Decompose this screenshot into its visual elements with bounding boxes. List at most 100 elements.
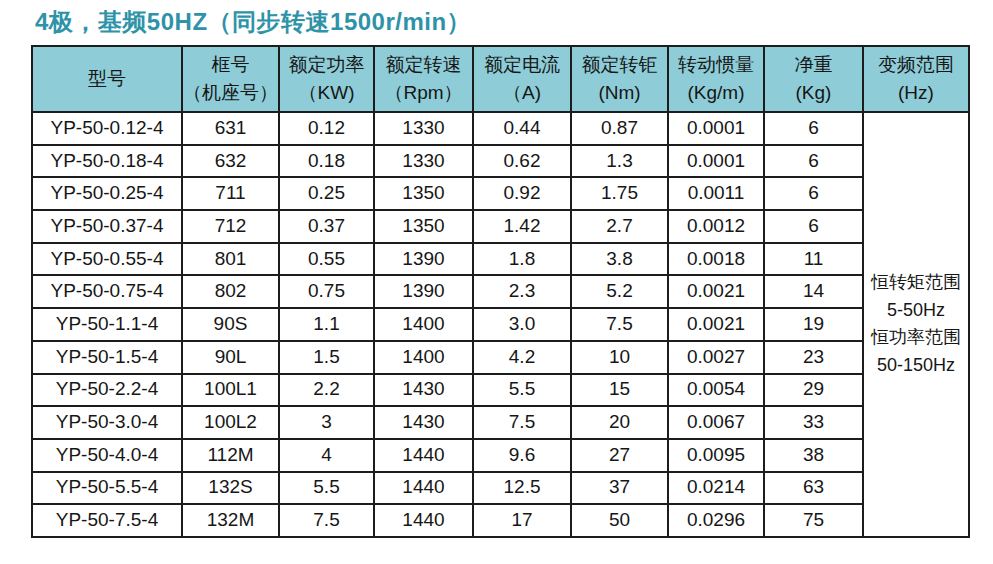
column-header-line: (Nm) — [572, 79, 667, 107]
rated-speed-cell: 1390 — [374, 243, 473, 276]
rated-power-cell: 0.12 — [279, 112, 374, 145]
rated-speed-cell: 1330 — [374, 145, 473, 178]
table-row: YP-50-0.25-47110.2513500.921.750.00116 — [32, 177, 969, 210]
frame-cell: 802 — [182, 275, 279, 308]
column-header: 变频范围(Hz) — [863, 46, 969, 112]
rated-speed-cell: 1430 — [374, 406, 473, 439]
inertia-cell: 0.0018 — [668, 243, 764, 276]
rated-power-cell: 4 — [279, 439, 374, 472]
rated-speed-cell: 1350 — [374, 177, 473, 210]
rated-torque-cell: 50 — [571, 504, 668, 537]
net-weight-cell: 23 — [764, 341, 863, 374]
column-header-line: 额定电流 — [474, 51, 570, 79]
page-title: 4极，基频50HZ（同步转速1500r/min） — [35, 6, 471, 38]
rated-power-cell: 2.2 — [279, 374, 374, 407]
rated-torque-cell: 7.5 — [571, 308, 668, 341]
rated-current-cell: 17 — [473, 504, 571, 537]
rated-speed-cell: 1430 — [374, 374, 473, 407]
column-header-line: 额定转钜 — [572, 51, 667, 79]
column-header: 框号（机座号） — [182, 46, 279, 112]
rated-power-cell: 1.5 — [279, 341, 374, 374]
column-header: 额定转速（Rpm） — [374, 46, 473, 112]
motor-spec-sheet: 4极，基频50HZ（同步转速1500r/min） 型号框号（机座号）额定功率（K… — [0, 0, 993, 564]
net-weight-cell: 75 — [764, 504, 863, 537]
column-header-line: 框号 — [183, 51, 278, 79]
column-header-line: 变频范围 — [864, 51, 968, 79]
model-cell: YP-50-0.18-4 — [32, 145, 182, 178]
table-row: YP-50-0.37-47120.3713501.422.70.00126 — [32, 210, 969, 243]
rated-torque-cell: 15 — [571, 374, 668, 407]
rated-power-cell: 0.37 — [279, 210, 374, 243]
inertia-cell: 0.0021 — [668, 308, 764, 341]
rated-power-cell: 7.5 — [279, 504, 374, 537]
rated-power-cell: 1.1 — [279, 308, 374, 341]
model-cell: YP-50-0.75-4 — [32, 275, 182, 308]
rated-torque-cell: 1.75 — [571, 177, 668, 210]
net-weight-cell: 38 — [764, 439, 863, 472]
net-weight-cell: 33 — [764, 406, 863, 439]
column-header-line: 转动惯量 — [669, 51, 763, 79]
inertia-cell: 0.0001 — [668, 145, 764, 178]
frequency-range-cell: 恒转矩范围5-50Hz恒功率范围50-150Hz — [863, 112, 969, 537]
inertia-cell: 0.0054 — [668, 374, 764, 407]
rated-torque-cell: 27 — [571, 439, 668, 472]
frame-cell: 90S — [182, 308, 279, 341]
model-cell: YP-50-0.37-4 — [32, 210, 182, 243]
net-weight-cell: 29 — [764, 374, 863, 407]
column-header: 转动惯量(Kg/m) — [668, 46, 764, 112]
table-row: YP-50-4.0-4112M414409.6270.009538 — [32, 439, 969, 472]
table-row: YP-50-3.0-4100L2314307.5200.006733 — [32, 406, 969, 439]
rated-current-cell: 0.44 — [473, 112, 571, 145]
model-cell: YP-50-5.5-4 — [32, 472, 182, 505]
model-cell: YP-50-1.1-4 — [32, 308, 182, 341]
model-cell: YP-50-1.5-4 — [32, 341, 182, 374]
model-cell: YP-50-7.5-4 — [32, 504, 182, 537]
net-weight-cell: 6 — [764, 210, 863, 243]
rated-torque-cell: 2.7 — [571, 210, 668, 243]
column-header-line: （A) — [474, 79, 570, 107]
rated-current-cell: 9.6 — [473, 439, 571, 472]
frame-cell: 632 — [182, 145, 279, 178]
rated-current-cell: 12.5 — [473, 472, 571, 505]
frame-cell: 801 — [182, 243, 279, 276]
inertia-cell: 0.0214 — [668, 472, 764, 505]
rated-torque-cell: 0.87 — [571, 112, 668, 145]
model-cell: YP-50-2.2-4 — [32, 374, 182, 407]
column-header: 额定电流（A) — [473, 46, 571, 112]
column-header: 型号 — [32, 46, 182, 112]
rated-current-cell: 1.42 — [473, 210, 571, 243]
inertia-cell: 0.0067 — [668, 406, 764, 439]
net-weight-cell: 6 — [764, 177, 863, 210]
frame-cell: 112M — [182, 439, 279, 472]
rated-speed-cell: 1330 — [374, 112, 473, 145]
rated-power-cell: 0.55 — [279, 243, 374, 276]
rated-current-cell: 5.5 — [473, 374, 571, 407]
frame-cell: 100L2 — [182, 406, 279, 439]
table-row: YP-50-1.1-490S1.114003.07.50.002119 — [32, 308, 969, 341]
inertia-cell: 0.0095 — [668, 439, 764, 472]
column-header: 额定功率（KW) — [279, 46, 374, 112]
net-weight-cell: 19 — [764, 308, 863, 341]
table-row: YP-50-0.75-48020.7513902.35.20.002114 — [32, 275, 969, 308]
net-weight-cell: 6 — [764, 112, 863, 145]
rated-speed-cell: 1440 — [374, 472, 473, 505]
rated-speed-cell: 1390 — [374, 275, 473, 308]
rated-current-cell: 0.92 — [473, 177, 571, 210]
rated-torque-cell: 3.8 — [571, 243, 668, 276]
inertia-cell: 0.0027 — [668, 341, 764, 374]
rated-torque-cell: 10 — [571, 341, 668, 374]
rated-current-cell: 2.3 — [473, 275, 571, 308]
rated-speed-cell: 1440 — [374, 439, 473, 472]
column-header-line: (Kg) — [765, 79, 862, 107]
rated-current-cell: 4.2 — [473, 341, 571, 374]
frame-cell: 711 — [182, 177, 279, 210]
inertia-cell: 0.0011 — [668, 177, 764, 210]
column-header-line: (Hz) — [864, 79, 968, 107]
header-row: 型号框号（机座号）额定功率（KW)额定转速（Rpm）额定电流（A)额定转钜(Nm… — [32, 46, 969, 112]
model-cell: YP-50-0.55-4 — [32, 243, 182, 276]
column-header-line: 额定功率 — [280, 51, 373, 79]
spec-table: 型号框号（机座号）额定功率（KW)额定转速（Rpm）额定电流（A)额定转钜(Nm… — [31, 45, 970, 538]
rated-current-cell: 3.0 — [473, 308, 571, 341]
frame-cell: 631 — [182, 112, 279, 145]
rated-speed-cell: 1400 — [374, 341, 473, 374]
